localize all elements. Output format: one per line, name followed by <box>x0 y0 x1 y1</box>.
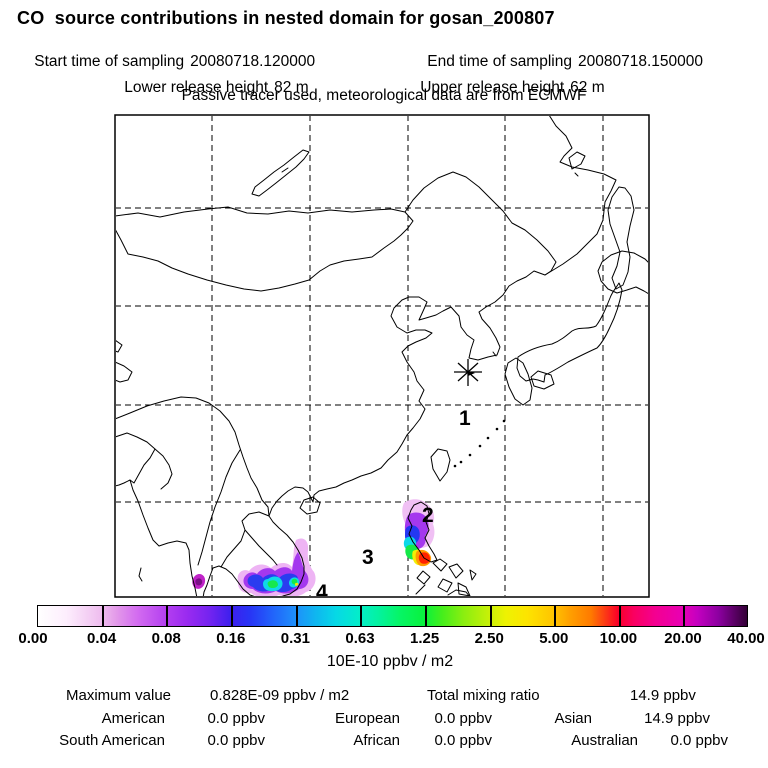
sampling-end-label: End time of sampling <box>427 53 572 70</box>
plume-gulf-spot <box>192 573 206 589</box>
coastlines <box>116 116 648 596</box>
colorbar-tick: 0.63 <box>345 630 375 647</box>
colorbar-divider <box>554 606 557 626</box>
sampling-start-label: Start time of sampling <box>34 53 185 70</box>
colorbar-tick: 0.08 <box>151 630 181 647</box>
region-value-african: 0.0 ppbv <box>434 732 492 749</box>
colorbar-tick: 2.50 <box>474 630 504 647</box>
graticule-grid <box>116 116 648 596</box>
region-label-asian: Asian <box>554 710 592 727</box>
colorbar-divider <box>618 606 621 626</box>
lower-release-label: Lower release height <box>124 79 269 96</box>
point-label-2: 2 <box>422 504 434 527</box>
region-value-european: 0.0 ppbv <box>434 710 492 727</box>
colorbar-tick-labels: 0.00 0.04 0.08 0.16 0.31 0.63 1.25 2.50 … <box>0 630 768 650</box>
colorbar-tick: 10.00 <box>599 630 638 647</box>
max-value: 0.828E-09 ppbv / m2 <box>210 687 350 704</box>
upper-release-label: Upper release height <box>420 79 565 96</box>
sampling-start-value: 20080718.120000 <box>190 53 316 70</box>
point-labels: 1 2 3 4 <box>316 407 471 604</box>
colorbar-divider <box>489 606 492 626</box>
region-label-american: American <box>101 710 165 727</box>
colorbar-divider <box>166 606 169 626</box>
colorbar-divider <box>424 606 427 626</box>
colorbar-divider <box>683 606 686 626</box>
max-value-label: Maximum value <box>66 687 172 704</box>
point-label-4: 4 <box>316 581 328 604</box>
tracer-note: Passive tracer used, meteorological data… <box>181 87 587 104</box>
total-ratio-label: Total mixing ratio <box>427 687 540 704</box>
colorbar-tick: 0.31 <box>280 630 310 647</box>
colorbar-divider <box>101 606 104 626</box>
colorbar-divider <box>295 606 298 626</box>
sampling-start-line: Start time of sampling 20080718.120000 <box>17 35 315 89</box>
sampling-end-value: 20080718.150000 <box>577 53 703 70</box>
page-title: CO source contributions in nested domain… <box>17 8 555 28</box>
map-frame <box>114 114 650 598</box>
colorbar-unit-label: 10E-10 ppbv / m2 <box>326 653 454 670</box>
colorbar-divider <box>360 606 363 626</box>
region-value-south-american: 0.0 ppbv <box>207 732 265 749</box>
total-ratio-value: 14.9 ppbv <box>630 687 696 704</box>
colorbar-tick: 0.04 <box>86 630 117 647</box>
point-label-3: 3 <box>362 546 374 569</box>
region-label-european: European <box>334 710 400 727</box>
sampling-end-line: End time of sampling 20080718.150000 <box>410 35 703 89</box>
receptor-star-icon <box>454 359 482 386</box>
lower-release-value: 82 m <box>274 79 309 96</box>
region-value-australian: 0.0 ppbv <box>670 732 728 749</box>
upper-release-value: 62 m <box>570 79 605 96</box>
colorbar-tick: 20.00 <box>664 630 702 647</box>
colorbar-tick: 0.00 <box>18 630 48 647</box>
ryukyu-islands <box>453 419 506 468</box>
upper-release-line: Upper release height 62 m <box>403 61 605 115</box>
colorbar-divider <box>230 606 233 626</box>
region-value-american: 0.0 ppbv <box>207 710 265 727</box>
plume-vietnam <box>237 538 316 596</box>
region-label-african: African <box>353 732 400 749</box>
region-label-australian: Australian <box>571 732 638 749</box>
region-label-south-american: South American <box>59 732 165 749</box>
colorbar-tick: 1.25 <box>409 630 440 647</box>
colorbar <box>37 605 748 627</box>
colorbar-tick: 40.00 <box>727 630 765 647</box>
region-value-asian: 14.9 ppbv <box>644 710 710 727</box>
colorbar-tick: 5.00 <box>539 630 569 647</box>
colorbar-tick: 0.16 <box>216 630 246 647</box>
point-label-1: 1 <box>459 407 471 430</box>
lower-release-line: Lower release height 82 m <box>107 61 309 115</box>
